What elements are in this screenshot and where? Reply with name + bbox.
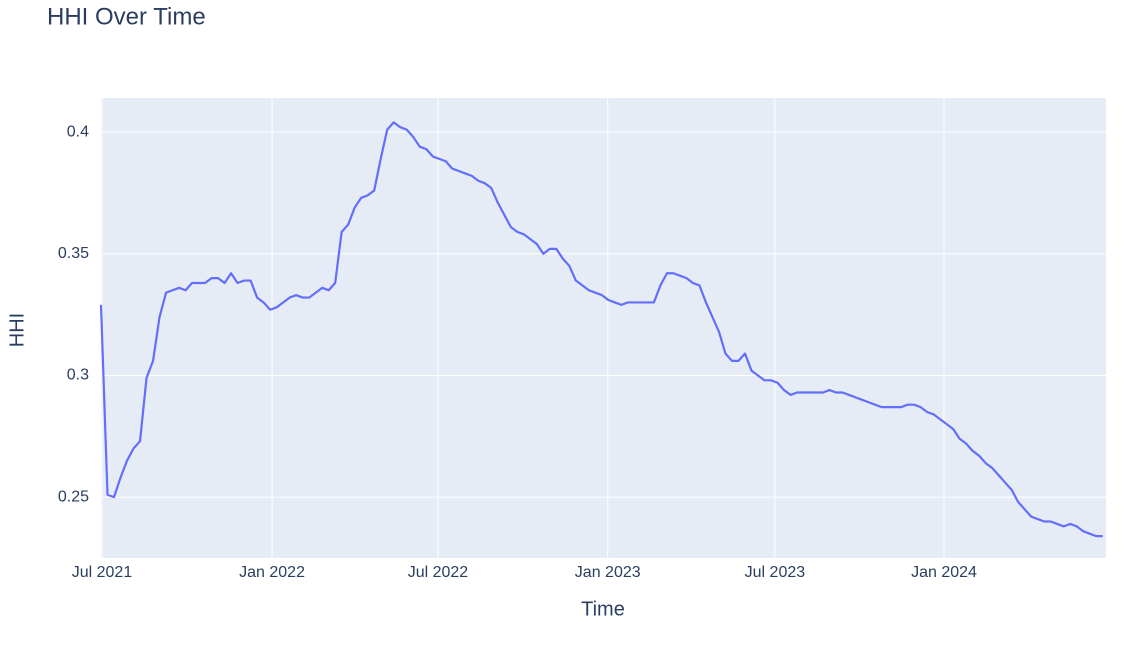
x-tick-label: Jan 2023 [575,564,641,581]
chart-title: HHI Over Time [47,3,206,30]
x-tick-label: Jan 2022 [239,564,305,581]
y-tick-label: 0.35 [58,245,89,262]
x-axis-title: Time [581,598,625,620]
x-tick-label: Jan 2024 [911,564,977,581]
plot-area [101,98,1106,558]
y-tick-label: 0.25 [58,488,89,505]
y-axis-title: HHI [6,313,28,347]
line [99,121,1103,538]
x-tick-label: Jul 2022 [408,564,469,581]
y-tick-label: 0.4 [67,123,89,140]
y-tick-label: 0.3 [67,367,89,384]
x-tick-label: Jul 2021 [72,564,133,581]
x-tick-label: Jul 2023 [745,564,806,581]
